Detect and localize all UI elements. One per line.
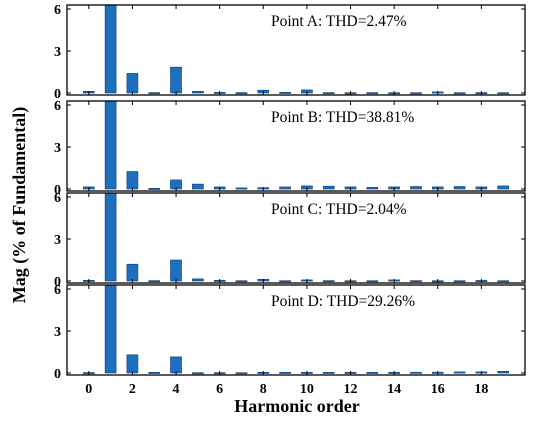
bar-h15	[410, 280, 422, 283]
bar-h9	[279, 371, 291, 374]
bar-h3	[148, 188, 160, 190]
y-tick-label: 0	[54, 87, 61, 102]
bar-h17	[453, 186, 466, 190]
x-tick-label: 18	[474, 382, 488, 397]
y-tick-label: 6	[54, 191, 61, 206]
y-tick-label: 0	[54, 183, 61, 198]
panel-frame	[66, 4, 526, 96]
panel-4: 0 3 6 Point D: THD=29.26%	[54, 283, 526, 382]
y-tick-label: 6	[54, 283, 61, 298]
bar-h1	[104, 285, 117, 374]
bar-h13	[366, 371, 379, 374]
bar-h19	[497, 185, 510, 190]
bar-h19	[497, 370, 510, 374]
bar-h17	[453, 92, 466, 95]
bar-h4	[170, 259, 182, 282]
bar-h11	[322, 371, 335, 374]
bar-h13	[366, 187, 379, 190]
bar-h1	[104, 101, 117, 190]
bar-h3	[148, 371, 160, 374]
bar-h7	[235, 92, 248, 95]
panel-annotation: Point B: THD=38.81%	[271, 109, 414, 126]
bar-h2	[126, 354, 139, 374]
bar-h5	[192, 183, 204, 190]
bar-h9	[279, 92, 291, 94]
x-tick-label: 12	[344, 382, 358, 397]
bar-h3	[148, 92, 160, 95]
bar-h7	[235, 280, 248, 283]
x-tick-label: 10	[300, 382, 314, 397]
bar-h15	[410, 371, 422, 374]
bar-h17	[453, 371, 466, 374]
bar-h7	[235, 372, 248, 375]
bar-h3	[148, 280, 160, 283]
x-axis-label: Harmonic order	[234, 396, 359, 416]
panel-frame	[66, 284, 526, 376]
y-tick-label: 3	[54, 325, 61, 340]
bar-h9	[279, 186, 291, 190]
bar-h19	[497, 280, 510, 283]
x-tick-label: 0	[85, 382, 92, 397]
panel-3: 0 3 6 Point C: THD=2.04%	[54, 191, 526, 290]
bar-h11	[322, 185, 335, 190]
y-tick-label: 0	[54, 367, 61, 382]
bar-h17	[453, 280, 466, 283]
panel-frame	[66, 100, 526, 192]
x-tick-labels: 0 2 4 6 8 10 12 14 16 18	[85, 382, 488, 397]
bar-h9	[279, 280, 291, 283]
y-tick-label: 3	[54, 233, 61, 248]
bar-h15	[410, 92, 422, 95]
y-axis-label: Mag (% of Fundamental)	[9, 107, 30, 304]
bar-h2	[126, 171, 139, 190]
bar-h2	[126, 73, 139, 94]
panel-2: 0 3 6 Point B: THD=38.81%	[54, 99, 526, 198]
bar-h11	[322, 92, 335, 95]
y-tick-label: 6	[54, 3, 61, 18]
bar-h1	[104, 193, 117, 282]
bar-h19	[497, 92, 510, 95]
x-tick-label: 8	[260, 382, 267, 397]
bar-h11	[322, 280, 335, 283]
y-tick-label: 3	[54, 141, 61, 156]
bar-h15	[410, 186, 422, 190]
bar-h5	[192, 91, 204, 94]
bar-h7	[235, 187, 248, 190]
y-tick-label: 6	[54, 99, 61, 114]
x-tick-label: 6	[216, 382, 223, 397]
bar-h4	[170, 66, 182, 94]
bar-h5	[192, 278, 204, 282]
x-tick-label: 16	[431, 382, 445, 397]
bar-h13	[366, 280, 379, 283]
y-tick-label: 3	[54, 45, 61, 60]
panels-layer: 0 3 6 Point A: THD=2.47% 0 3 6 Point B: THD=38.…	[54, 3, 526, 382]
panel-frame	[66, 192, 526, 284]
x-tick-label: 2	[129, 382, 136, 397]
bar-h13	[366, 92, 379, 95]
bar-h1	[104, 5, 117, 94]
panel-1: 0 3 6 Point A: THD=2.47%	[54, 3, 526, 102]
x-tick-label: 14	[387, 382, 401, 397]
y-tick-label: 0	[54, 275, 61, 290]
panel-annotation: Point D: THD=29.26%	[271, 293, 415, 310]
panel-annotation: Point C: THD=2.04%	[271, 201, 407, 218]
bar-h2	[126, 263, 139, 282]
panel-annotation: Point A: THD=2.47%	[271, 13, 407, 30]
bar-h5	[192, 372, 204, 375]
x-tick-label: 4	[173, 382, 180, 397]
bar-h4	[170, 356, 182, 374]
